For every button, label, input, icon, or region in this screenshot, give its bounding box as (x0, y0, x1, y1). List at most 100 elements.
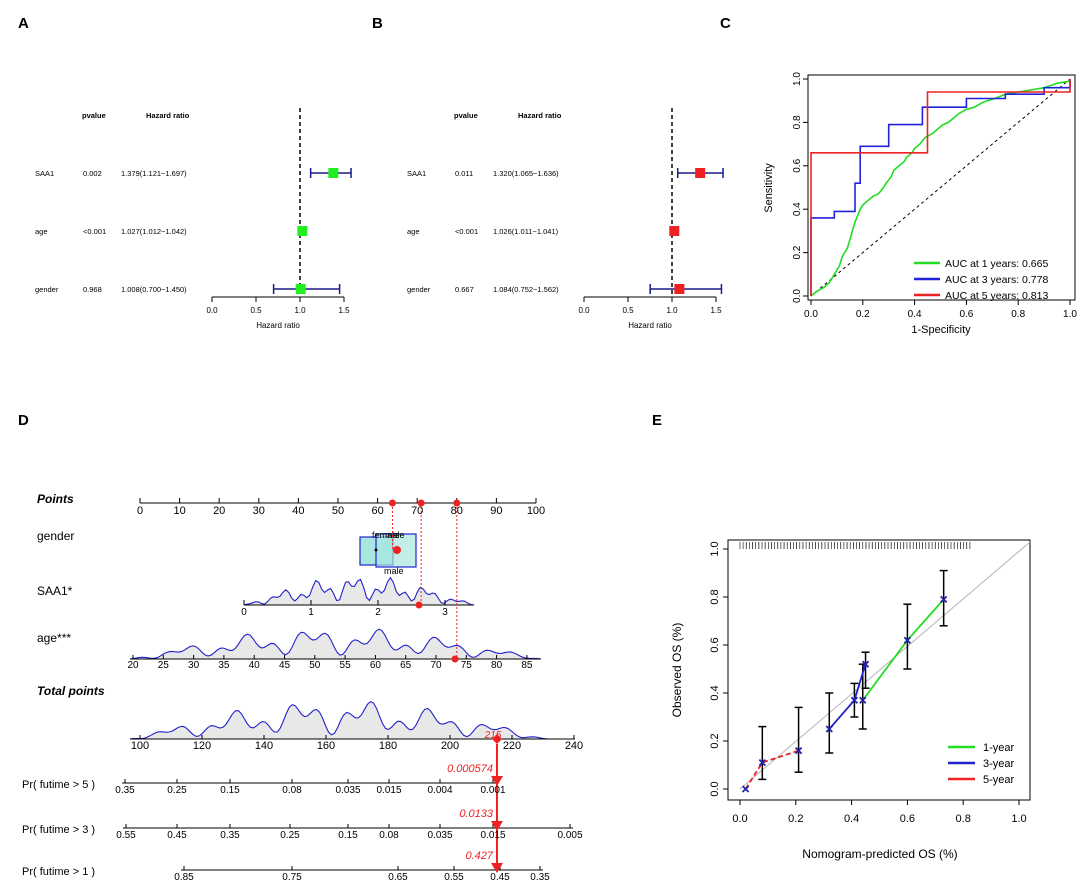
points-tick-label: 60 (371, 505, 383, 517)
total-points-label: Total points (37, 684, 105, 698)
y-tick-label-c: 0.4 (792, 202, 803, 216)
calibration-point-1-year (859, 696, 867, 704)
probability-tick-label: 0.25 (167, 785, 187, 796)
x-axis-title-e: Nomogram-predicted OS (%) (802, 847, 957, 861)
gender-selected-dot (393, 546, 401, 554)
header-pvalue-b: pvalue (454, 111, 478, 120)
forest-row-label-b: SAA1 (407, 169, 426, 178)
y-tick-label-e: 1.0 (709, 541, 721, 556)
calibration-point-5-year (741, 785, 750, 793)
x-tick-label-b: 0.5 (622, 306, 634, 315)
header-hazard-ratio-a: Hazard ratio (146, 111, 190, 120)
points-tick-label: 70 (411, 505, 423, 517)
y-tick-label-c: 0.8 (792, 115, 803, 129)
probability-arrowhead (491, 863, 503, 873)
saa1-tick-label: 1 (308, 607, 314, 618)
roc-curve-1 (810, 79, 1071, 297)
forest-row-label-a: gender (35, 285, 59, 294)
total-points-tick-label: 240 (565, 740, 583, 752)
probability-tick-label: 0.035 (427, 830, 452, 841)
points-tick-label: 100 (527, 505, 545, 517)
legend-label-c-1: AUC at 1 years: 0.665 (945, 258, 1048, 270)
probability-tick-label: 0.15 (338, 830, 358, 841)
probability-tick-label: 0.85 (174, 872, 194, 883)
forest-row-pvalue-b: 0.667 (455, 285, 474, 294)
x-tick-label-a: 1.0 (294, 306, 306, 315)
forest-row-hr-text-b: 1.026(1.011−1.041) (493, 227, 559, 236)
forest-row-pvalue-a: 0.002 (83, 169, 102, 178)
forest-row-label-b: age (407, 227, 420, 236)
calibration-line-3-year (828, 663, 867, 730)
age-tick-label: 50 (309, 660, 321, 671)
forest-row-hr-text-a: 1.379(1.121−1.697) (121, 169, 187, 178)
age-tick-label: 25 (158, 660, 170, 671)
y-tick-label-e: 0.4 (709, 685, 721, 700)
y-tick-label-e: 0.8 (709, 589, 721, 604)
total-points-marker (492, 734, 502, 744)
plot-frame-e (727, 539, 1031, 801)
probability-label: Pr( futime > 3 ) (22, 824, 95, 836)
age-tick-label: 85 (521, 660, 533, 671)
probability-label: Pr( futime > 1 ) (22, 866, 95, 878)
legend-label-c-2: AUC at 3 years: 0.778 (945, 274, 1048, 286)
x-tick-label-c: 1.0 (1063, 309, 1077, 320)
panel-label-b: B (372, 15, 383, 32)
x-tick-label-b: 0.0 (578, 306, 590, 315)
x-tick-label-b: 1.0 (666, 306, 678, 315)
age-tick-label: 20 (127, 660, 139, 671)
probability-tick-label: 0.035 (335, 785, 360, 796)
x-tick-label-e: 0.4 (844, 813, 859, 825)
forest-row-pvalue-b: 0.011 (455, 169, 473, 178)
plot-frame-c (807, 74, 1076, 301)
probability-tick-label: 0.55 (116, 830, 136, 841)
forest-row-pvalue-a: 0.968 (83, 285, 102, 294)
probability-label: Pr( futime > 5 ) (22, 779, 95, 791)
points-tick-label: 0 (137, 505, 143, 517)
probability-arrowhead (491, 776, 503, 786)
y-axis-title-e: Observed OS (%) (670, 623, 684, 718)
total-points-density (129, 700, 549, 740)
x-tick-label-a: 0.0 (206, 306, 218, 315)
ideal-reference-line-e (739, 541, 1031, 790)
age-tick-label: 40 (249, 660, 261, 671)
age-tick-label: 45 (279, 660, 291, 671)
x-tick-label-e: 0.6 (900, 813, 915, 825)
probability-tick-label: 0.015 (376, 785, 401, 796)
x-tick-label-c: 0.4 (908, 309, 922, 320)
age-tick-label: 55 (340, 660, 352, 671)
probability-tick-label: 0.45 (490, 872, 510, 883)
y-tick-label-c: 0.2 (792, 245, 803, 259)
nomogram-points-label: Points (37, 492, 74, 506)
probability-tick-label: 0.55 (444, 872, 464, 883)
gender-male-label-bottom: male (384, 566, 404, 576)
probability-tick-label: 0.08 (379, 830, 399, 841)
panel-label-a: A (18, 15, 29, 32)
total-points-tick-label: 140 (255, 740, 273, 752)
total-points-tick-label: 120 (193, 740, 211, 752)
points-selected-dot (453, 499, 461, 507)
hr-marker-a (328, 168, 339, 178)
forest-row-hr-text-a: 1.008(0.700−1.450) (121, 285, 187, 294)
calibration-point-3-year (850, 696, 859, 704)
saa1-tick-label: 3 (442, 607, 448, 618)
x-tick-label-e: 1.0 (1011, 813, 1026, 825)
x-tick-label-a: 0.5 (250, 306, 262, 315)
probability-arrowhead (491, 821, 503, 831)
calibration-line-5-year (744, 749, 799, 790)
gender-male-label: male (385, 530, 405, 540)
y-axis-title-c: Sensitivity (763, 163, 775, 213)
forest-row-label-a: SAA1 (35, 169, 54, 178)
y-tick-label-c: 0.0 (792, 289, 803, 303)
x-tick-label-e: 0.2 (788, 813, 803, 825)
y-tick-label-e: 0.0 (709, 781, 721, 796)
age-tick-label: 30 (188, 660, 200, 671)
x-tick-label-a: 1.5 (338, 306, 350, 315)
panel-label-c: C (720, 15, 731, 32)
y-tick-label-c: 0.6 (792, 158, 803, 172)
x-tick-label-c: 0.6 (959, 309, 973, 320)
panel-label-d: D (18, 412, 29, 429)
points-tick-label: 50 (332, 505, 344, 517)
probability-tick-label: 0.25 (280, 830, 300, 841)
header-pvalue-a: pvalue (82, 111, 106, 120)
